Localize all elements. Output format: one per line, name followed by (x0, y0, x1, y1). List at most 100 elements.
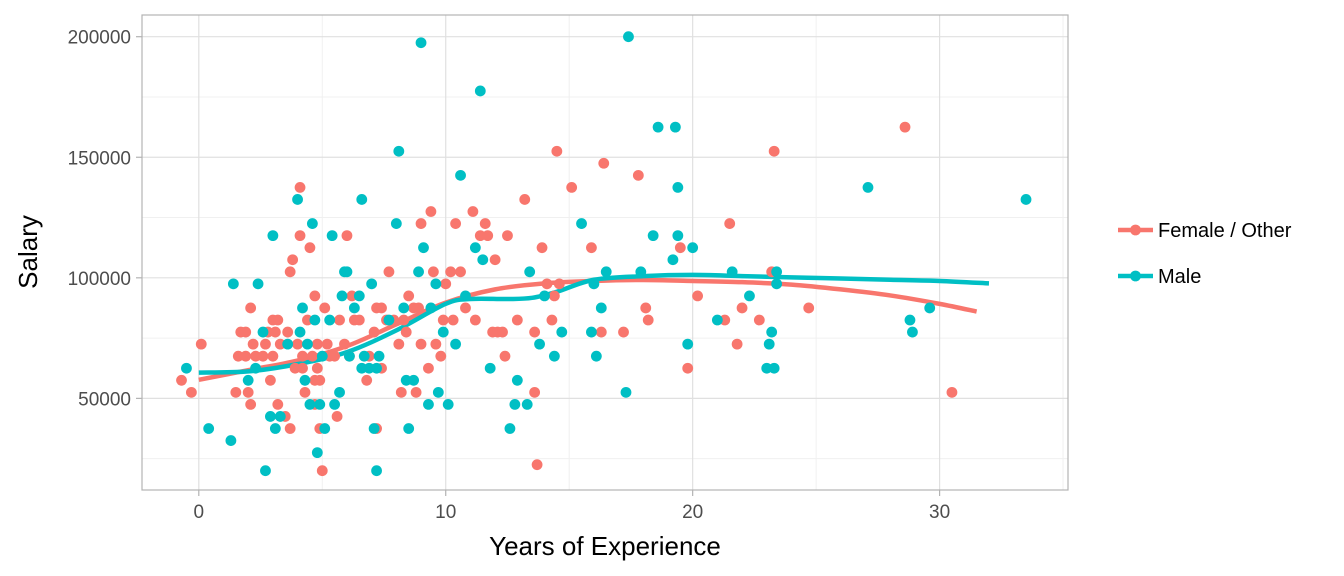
data-point (245, 302, 257, 314)
data-point (299, 374, 311, 386)
data-point (383, 314, 395, 326)
data-point (460, 290, 471, 302)
data-point (430, 338, 442, 350)
data-point (667, 254, 679, 266)
data-point (687, 242, 699, 254)
data-point (306, 350, 318, 362)
data-point (497, 326, 508, 338)
data-point (595, 326, 607, 338)
data-points (176, 31, 1032, 477)
data-point (450, 338, 462, 350)
data-point (521, 399, 533, 410)
data-point (736, 302, 748, 314)
data-point (566, 181, 578, 193)
x-tick-label: 10 (435, 502, 456, 523)
plot-panel-border (141, 14, 1069, 491)
data-point (227, 278, 239, 290)
data-point (640, 302, 652, 314)
data-point (551, 145, 563, 157)
x-tick-label: 30 (929, 502, 950, 523)
data-point (265, 411, 276, 422)
data-point (652, 121, 664, 133)
data-point (437, 314, 449, 326)
data-point (324, 314, 336, 326)
data-point (363, 362, 375, 374)
data-point (766, 326, 778, 338)
data-point (524, 266, 536, 278)
data-point (393, 338, 405, 350)
y-tick-label: 100000 (68, 269, 131, 290)
data-point (899, 121, 911, 133)
data-point (904, 314, 916, 326)
data-point (339, 338, 350, 350)
data-point (924, 302, 936, 314)
y-axis-title: Salary (13, 215, 43, 289)
data-point (195, 338, 207, 350)
data-point (334, 314, 345, 326)
data-point (455, 169, 466, 181)
data-point (484, 362, 496, 374)
data-point (440, 278, 452, 290)
data-point (403, 290, 415, 302)
data-point (242, 374, 254, 386)
data-point (499, 350, 511, 362)
data-point (534, 338, 545, 350)
legend-key-point (1130, 270, 1141, 282)
data-point (410, 386, 422, 398)
data-point (632, 169, 644, 181)
data-point (731, 338, 743, 350)
legend-label: Female / Other (1158, 220, 1292, 242)
data-point (225, 435, 237, 446)
data-point (711, 314, 723, 326)
data-point (467, 206, 479, 217)
data-point (445, 266, 457, 278)
data-point (586, 326, 597, 338)
data-point (771, 266, 783, 278)
data-point (548, 350, 560, 362)
data-point (504, 423, 516, 434)
data-point (1020, 194, 1032, 205)
data-point (383, 266, 395, 278)
data-point (348, 302, 360, 314)
data-point (588, 278, 600, 290)
data-point (265, 374, 276, 386)
data-point (356, 362, 368, 374)
data-point (294, 326, 306, 338)
data-point (287, 254, 299, 266)
data-point (474, 85, 486, 97)
data-point (240, 350, 252, 362)
data-point (176, 374, 187, 386)
data-point (761, 362, 773, 374)
data-point (181, 362, 192, 374)
data-point (862, 181, 874, 193)
data-point (553, 278, 565, 290)
data-point (576, 218, 587, 229)
data-point (803, 302, 815, 314)
data-point (304, 242, 316, 254)
data-point (257, 350, 269, 362)
data-point (556, 326, 568, 338)
data-point (274, 411, 286, 422)
data-point (247, 338, 259, 350)
data-point (346, 290, 358, 302)
data-point (477, 254, 489, 266)
data-point (311, 338, 323, 350)
data-point (415, 218, 427, 229)
data-point (586, 242, 597, 254)
data-point (674, 242, 686, 254)
data-point (907, 326, 918, 338)
data-point (341, 230, 353, 242)
data-point (398, 302, 410, 314)
data-point (356, 194, 368, 205)
data-point (482, 230, 494, 242)
data-point (423, 399, 434, 410)
data-point (744, 290, 755, 302)
data-point (423, 362, 434, 374)
data-point (245, 399, 257, 410)
data-point (260, 338, 271, 350)
data-point (403, 423, 415, 434)
data-point (344, 350, 355, 362)
data-point (329, 399, 341, 410)
